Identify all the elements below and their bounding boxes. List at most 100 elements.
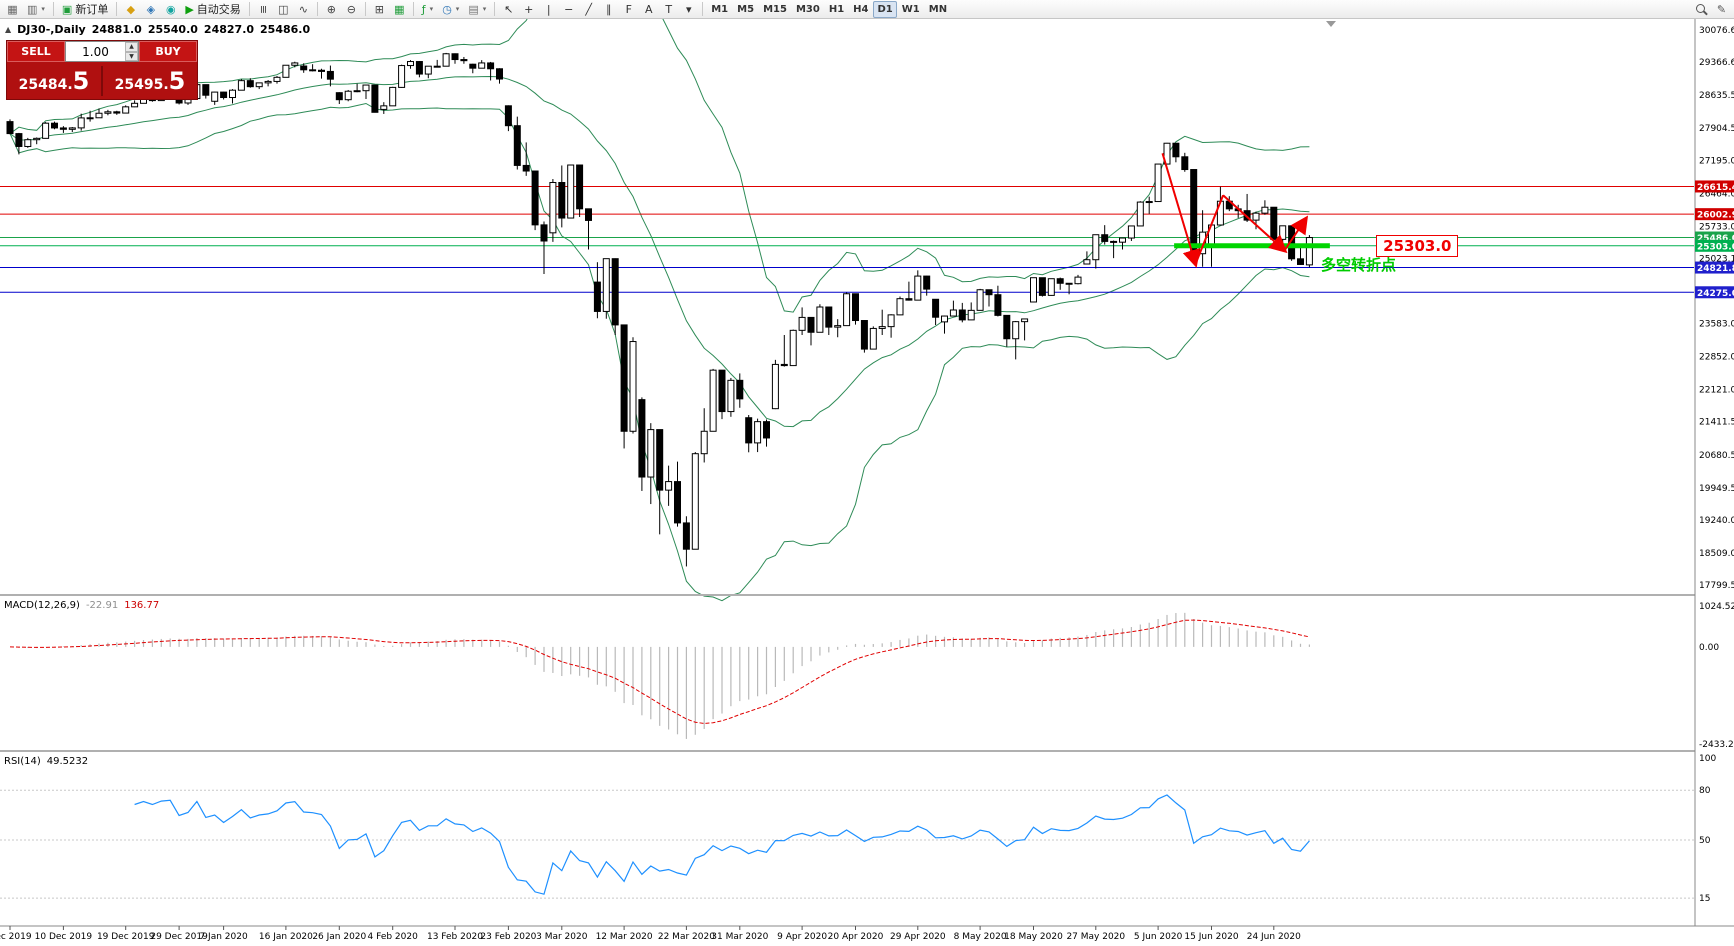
candle-body (229, 89, 236, 99)
shapes-dropdown-button[interactable]: ▾ (679, 1, 698, 18)
timeframe-d1-button[interactable]: D1 (873, 0, 897, 18)
timeframe-mn-button[interactable]: MN (928, 3, 948, 15)
chart-background[interactable] (0, 19, 1734, 946)
trendline-button[interactable]: ╱ (579, 1, 598, 18)
text-button[interactable]: A (639, 1, 658, 18)
horizontal-line-button[interactable]: − (559, 1, 578, 18)
timeframe-h4-button[interactable]: H4 (853, 3, 869, 15)
candle-body (647, 429, 655, 478)
periods-button[interactable]: ◷ ▾ (438, 1, 463, 18)
chart-shift-marker[interactable] (1326, 21, 1336, 27)
candle-body (709, 369, 717, 432)
date-axis-label: 13 Feb 2020 (427, 932, 483, 942)
arrow-annotation[interactable] (1194, 194, 1225, 265)
profiles-button[interactable]: ▥ ▾ (23, 1, 49, 18)
timeframe-m15-button[interactable]: M15 (763, 3, 787, 15)
timeframe-w1-button[interactable]: W1 (901, 3, 920, 15)
turning-point-note[interactable]: 多空转折点 (1320, 255, 1396, 274)
timeframe-m5-button[interactable]: M5 (737, 3, 755, 15)
candle-body (335, 92, 343, 101)
arrow-annotation[interactable] (1222, 194, 1288, 254)
sell-price[interactable]: 25484.5 (18, 66, 90, 95)
zoom-out-button[interactable]: ⊖ (342, 1, 361, 18)
time-axis[interactable] (0, 926, 1734, 946)
zoom-in-button[interactable]: ⊕ (322, 1, 341, 18)
auto-arrange-button[interactable]: ▦ (390, 1, 409, 18)
date-axis-label: 20 Apr 2020 (828, 932, 884, 942)
rsi-axis-labels: 100 80 50 15 (1699, 754, 1716, 904)
label-button[interactable]: T (659, 1, 678, 18)
candle-body (923, 275, 931, 290)
profiles-icon: ▥ (27, 2, 38, 16)
candle-body (593, 281, 601, 312)
candle-body (1190, 169, 1198, 255)
new-order-button[interactable]: ▣ 新订单 (58, 1, 112, 18)
navigator-button[interactable]: ◉ (161, 1, 180, 18)
candle-body (967, 309, 975, 321)
candle-body (549, 182, 557, 234)
timeframe-h1-button[interactable]: H1 (828, 3, 845, 15)
tile-windows-button[interactable]: ⊞ (370, 1, 389, 18)
price-badge-text: 24275.0 (1697, 289, 1734, 299)
price-axis[interactable] (1695, 19, 1734, 926)
volume-input[interactable] (66, 42, 125, 61)
new-order-button-label: 新订单 (75, 3, 109, 16)
buy-button[interactable]: BUY (139, 41, 197, 62)
candle-body (1074, 276, 1082, 285)
candle-body (860, 320, 868, 350)
channel-button[interactable]: ∥ (599, 1, 618, 18)
vertical-line-button[interactable]: | (539, 1, 558, 18)
candlestick-chart-button[interactable]: ◫ (274, 1, 293, 18)
data-window-button[interactable]: ◈ (141, 1, 160, 18)
date-axis-label: 9 Apr 2020 (777, 932, 827, 942)
algo-trading-button[interactable]: ▶ 自动交易 (181, 1, 244, 18)
horizontal-line-icon: − (564, 2, 574, 16)
candle-body (59, 127, 67, 130)
search-button[interactable] (1691, 1, 1711, 18)
arrow-annotation[interactable] (1283, 215, 1309, 252)
panel-separator[interactable] (0, 750, 1734, 752)
market-watch-button[interactable]: ◆ (121, 1, 140, 18)
candle-body (1270, 206, 1278, 240)
price-badge (1695, 261, 1734, 274)
candle-body (326, 70, 334, 80)
date-axis-label: 24 Jun 2020 (1247, 932, 1301, 942)
price-axis-label: 25733.0 (1699, 222, 1734, 232)
candle-body (567, 164, 575, 219)
bars-chart-button[interactable]: ≡ (254, 1, 273, 18)
candle-body (914, 275, 922, 301)
candle-body (718, 369, 726, 413)
line-chart-icon: ∿ (298, 2, 308, 16)
chevron-down-icon: ▾ (429, 5, 434, 13)
annotation-arrows[interactable] (1161, 153, 1309, 268)
candle-body (1092, 234, 1100, 261)
horizontal-lines[interactable] (0, 185, 1694, 293)
fibonacci-button[interactable]: F (619, 1, 638, 18)
price-annotation-label[interactable]: 25303.0 (1376, 234, 1459, 257)
candle-body (843, 293, 851, 327)
quick-edit-button[interactable]: ✎ (1712, 1, 1731, 18)
crosshair-button[interactable]: + (519, 1, 538, 18)
candle-body (576, 164, 584, 210)
volume-down-button[interactable]: ▼ (125, 51, 138, 61)
sell-button[interactable]: SELL (7, 41, 65, 62)
new-chart-button[interactable]: ▦ (3, 1, 22, 18)
date-axis-label: 29 Apr 2020 (890, 932, 946, 942)
indicators-button[interactable]: ƒ ▾ (418, 1, 437, 18)
candle-body (86, 117, 94, 120)
date-axis-label: 12 Mar 2020 (596, 932, 653, 942)
candle-body (353, 90, 361, 93)
panel-separator[interactable] (0, 594, 1734, 596)
volume-up-button[interactable]: ▲ (125, 42, 138, 52)
cursor-button[interactable]: ↖ (499, 1, 518, 18)
templates-button[interactable]: ▤ ▾ (464, 1, 490, 18)
date-axis-label: 19 Dec 2019 (97, 932, 155, 942)
arrow-annotation[interactable] (1161, 153, 1201, 268)
timeframe-m30-button[interactable]: M30 (795, 3, 820, 15)
line-chart-button[interactable]: ∿ (294, 1, 313, 18)
timeframe-m1-button[interactable]: M1 (711, 3, 729, 15)
buy-price[interactable]: 25495.5 (114, 66, 186, 95)
candle-body (513, 125, 521, 166)
candle-body (745, 417, 753, 444)
